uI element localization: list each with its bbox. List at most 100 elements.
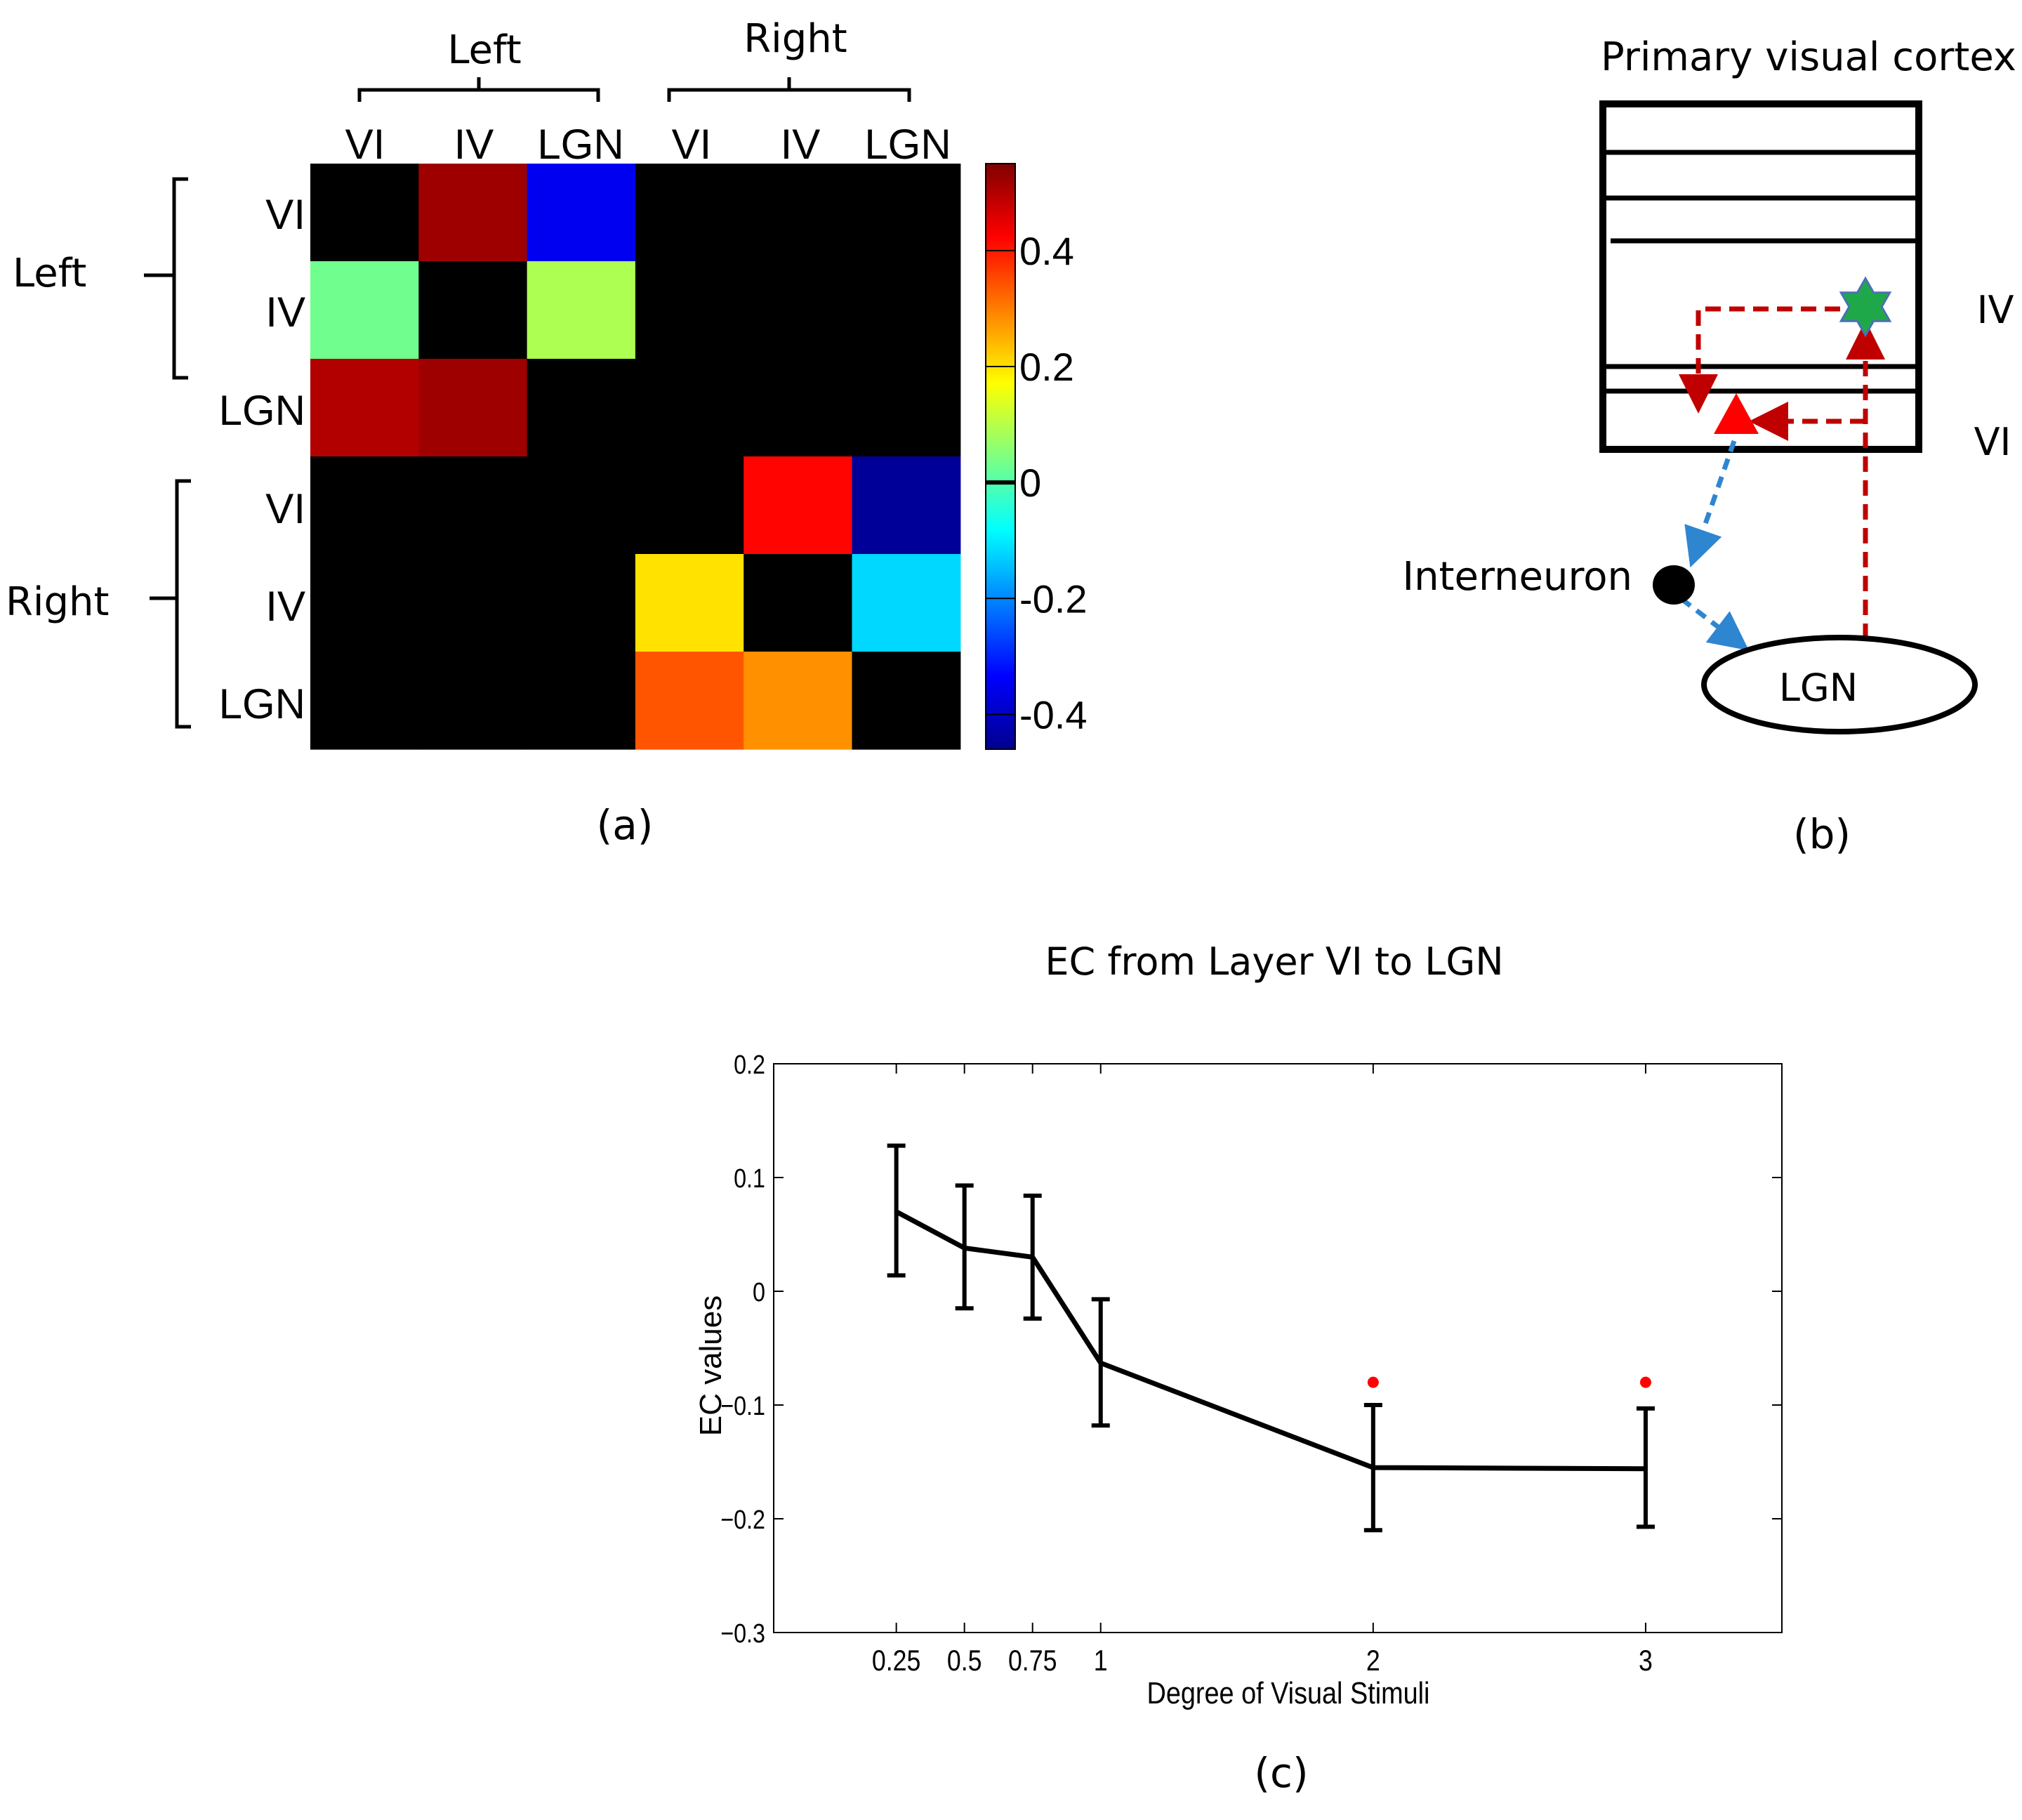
heatmap-cell — [418, 554, 528, 652]
panel-b-diagram: Primary visual cortex IV VI Interneuron … — [1403, 34, 2016, 858]
colorbar-tick-label: 0 — [1019, 461, 1041, 505]
right-row-group-label: Right — [6, 579, 109, 625]
heatmap-cell — [852, 164, 961, 262]
layer-label-iv: IV — [1977, 288, 2014, 332]
panel-label-b: (b) — [1793, 810, 1851, 858]
layer-vi-to-interneuron-arrow — [1684, 440, 1737, 568]
y-axis-label: EC values — [694, 1295, 728, 1437]
column-label: LGN — [864, 121, 951, 168]
colorbar-ticks: 0.4 0.2 0 -0.2 -0.4 — [986, 229, 1088, 737]
y-tick-label: 0.2 — [734, 1050, 765, 1080]
heatmap-cell — [635, 456, 744, 555]
x-tick-label: 3 — [1639, 1644, 1653, 1677]
star-neuron-icon — [1839, 276, 1892, 338]
heatmap-cell — [744, 261, 853, 360]
row-label: VI — [265, 485, 305, 532]
column-label: VI — [345, 121, 385, 168]
heatmap-cell — [418, 164, 528, 262]
lgn-label: LGN — [1779, 666, 1858, 710]
data-point — [894, 1209, 899, 1214]
heatmap-cell — [744, 164, 853, 262]
triangle-neuron-icon — [1714, 393, 1759, 434]
left-column-bracket — [357, 77, 600, 102]
row-label: LGN — [219, 387, 305, 434]
right-column-group-label: Right — [744, 16, 847, 62]
heatmap-cell — [852, 261, 961, 360]
heatmap-cell — [418, 359, 528, 457]
heatmap-cell — [744, 359, 853, 457]
panel-label-c: (c) — [1254, 1749, 1308, 1797]
layer-label-vi: VI — [1974, 420, 2011, 464]
heatmap-cell — [527, 261, 636, 360]
x-tick-label: 1 — [1094, 1644, 1108, 1677]
heatmap-cell — [310, 261, 419, 360]
row-label: LGN — [219, 680, 305, 727]
row-label: VI — [265, 191, 305, 238]
data-point — [1370, 1465, 1375, 1470]
left-column-group-label: Left — [447, 27, 521, 73]
column-label: VI — [672, 121, 712, 168]
data-point — [962, 1246, 967, 1251]
interneuron-icon — [1653, 565, 1695, 605]
heatmap-cell — [527, 554, 636, 652]
heatmap-cell — [310, 359, 419, 457]
heatmap-cell — [635, 164, 744, 262]
colorbar-tick-label: -0.2 — [1019, 576, 1088, 621]
series — [887, 1143, 1655, 1533]
x-tick-label: 0.75 — [1008, 1644, 1057, 1677]
layer-iv-to-vi-arrow — [1679, 306, 1864, 414]
row-label: IV — [265, 289, 305, 336]
colorbar — [985, 163, 1016, 750]
axes: 0.2 0.1 0 −0.1 −0.2 −0.3 0.25 0.5 0.75 1 2 3 — [720, 1050, 1782, 1677]
significance-marker — [1367, 1376, 1379, 1388]
panel-label-a: (a) — [597, 801, 654, 849]
panel-a-heatmap: Left Right VI IV LGN VI IV LGN VI IV LGN… — [6, 16, 1088, 849]
heatmap-cell — [418, 456, 528, 555]
left-row-group-label: Left — [13, 251, 86, 296]
heatmap-cell — [852, 456, 961, 555]
chart-title: EC from Layer VI to LGN — [1045, 939, 1503, 984]
heatmap-cell — [310, 554, 419, 652]
diagram-title: Primary visual cortex — [1601, 34, 2016, 80]
column-label: IV — [781, 121, 821, 168]
heatmap-cell — [527, 164, 636, 262]
heatmap-cell — [418, 261, 528, 360]
column-label: LGN — [537, 121, 623, 168]
y-tick-label: −0.1 — [720, 1392, 765, 1421]
heatmap-cell — [852, 652, 961, 750]
heatmap-cell — [852, 554, 961, 652]
series-line — [894, 1209, 1646, 1472]
heatmap-cell — [744, 652, 853, 750]
colorbar-tick-label: 0.2 — [1019, 345, 1074, 389]
left-row-bracket — [144, 177, 188, 380]
heatmap-cells — [310, 164, 961, 750]
heatmap-cell — [527, 652, 636, 750]
x-axis-label: Degree of Visual Stimuli — [1147, 1675, 1430, 1710]
heatmap-cell — [527, 456, 636, 555]
heatmap-cell — [635, 359, 744, 457]
x-tick-label: 2 — [1366, 1644, 1380, 1677]
row-label: IV — [265, 583, 305, 630]
data-point — [1098, 1361, 1103, 1366]
column-label: IV — [454, 121, 494, 168]
heatmap-cell — [635, 554, 744, 652]
heatmap-cell — [527, 359, 636, 457]
cortex-box — [1599, 100, 1922, 453]
heatmap-cell — [418, 652, 528, 750]
heatmap-cell — [310, 652, 419, 750]
heatmap-cell — [852, 359, 961, 457]
heatmap-cell — [310, 456, 419, 555]
panel-c-line-chart: EC from Layer VI to LGN 0.2 0.1 0 −0.1 −0.2 −… — [694, 939, 1783, 1797]
lgn-node — [1701, 635, 1978, 734]
interneuron-label: Interneuron — [1403, 554, 1632, 600]
heatmap-cell — [310, 164, 419, 262]
heatmap-cell — [744, 456, 853, 555]
y-tick-label: −0.2 — [720, 1505, 765, 1535]
right-column-bracket — [667, 77, 911, 102]
plot-frame — [773, 1063, 1783, 1633]
colorbar-tick-label: -0.4 — [1019, 692, 1088, 737]
data-point — [1030, 1255, 1035, 1260]
right-row-bracket — [150, 479, 191, 729]
y-tick-label: −0.3 — [720, 1619, 765, 1649]
